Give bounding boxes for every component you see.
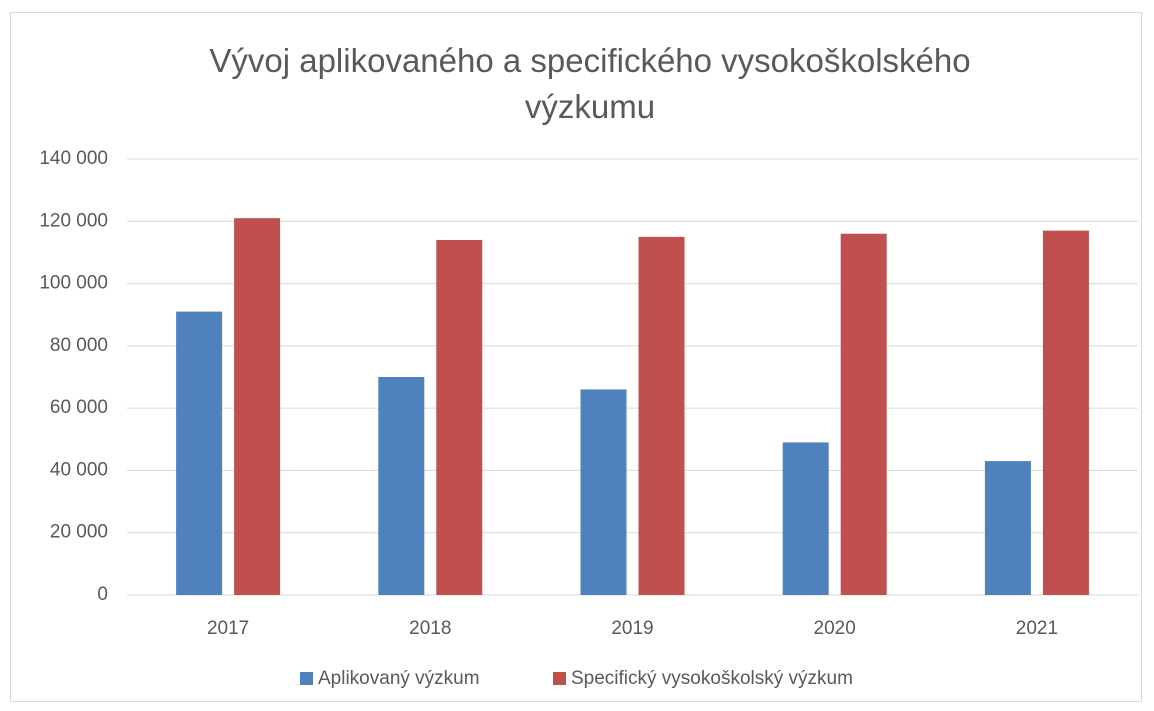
bar	[378, 377, 425, 595]
y-tick-label: 140 000	[39, 148, 108, 169]
bar	[1042, 230, 1089, 595]
x-tick-label: 2018	[409, 618, 451, 639]
chart-title: Vývoj aplikovaného a specifického vysoko…	[209, 42, 971, 125]
legend-swatch	[553, 672, 566, 685]
y-tick-label: 60 000	[50, 397, 108, 418]
x-tick-label: 2019	[611, 618, 653, 639]
legend-label: Aplikovaný výzkum	[318, 668, 480, 689]
bar	[436, 239, 483, 595]
legend-label: Specifický vysokoškolský výzkum	[571, 668, 853, 689]
y-tick-label: 0	[97, 584, 108, 605]
bar	[984, 461, 1031, 595]
legend-swatch	[300, 672, 313, 685]
bar	[840, 233, 887, 595]
bar	[234, 218, 281, 595]
x-tick-label: 2020	[814, 618, 856, 639]
x-tick-label: 2021	[1016, 618, 1058, 639]
y-tick-label: 40 000	[50, 459, 108, 480]
bar	[782, 442, 829, 595]
bar	[580, 389, 627, 595]
y-tick-label: 20 000	[50, 522, 108, 543]
y-tick-label: 80 000	[50, 335, 108, 356]
chart-frame	[10, 12, 1142, 702]
y-tick-label: 100 000	[39, 273, 108, 294]
bar	[638, 236, 685, 595]
y-tick-label: 120 000	[39, 210, 108, 231]
bar	[176, 311, 223, 595]
x-tick-label: 2017	[207, 618, 249, 639]
